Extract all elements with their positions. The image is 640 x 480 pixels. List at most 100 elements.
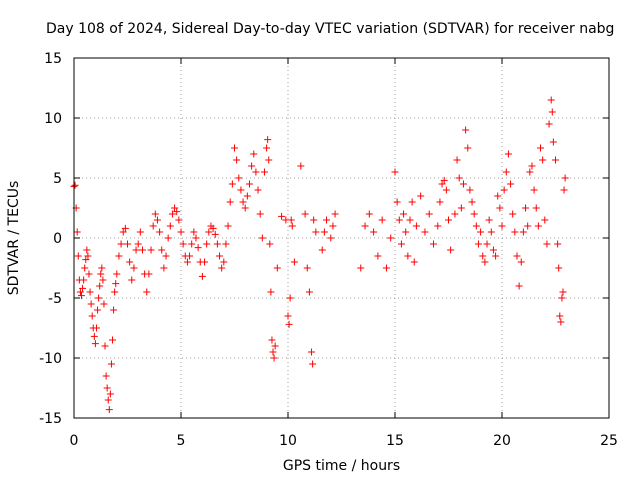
- data-point: [466, 186, 474, 194]
- data-point: [395, 216, 403, 224]
- data-point: [556, 312, 564, 320]
- data-point: [220, 258, 228, 266]
- data-point: [107, 360, 115, 368]
- data-point: [273, 264, 281, 272]
- data-point: [558, 294, 566, 302]
- plot-frame: [73, 57, 610, 419]
- data-point: [489, 246, 497, 254]
- data-point: [224, 222, 232, 230]
- data-point: [425, 210, 433, 218]
- y-tick-label: -15: [39, 411, 62, 427]
- data-point: [260, 168, 268, 176]
- data-point: [266, 240, 274, 248]
- data-point: [233, 156, 241, 164]
- data-point: [83, 246, 91, 254]
- x-axis-title: GPS time / hours: [283, 458, 400, 474]
- x-tick-label: 25: [600, 433, 618, 449]
- data-point: [532, 204, 540, 212]
- data-point: [323, 216, 331, 224]
- data-point: [166, 222, 174, 230]
- data-point: [130, 264, 138, 272]
- x-tick-label: 0: [70, 433, 79, 449]
- data-point: [400, 210, 408, 218]
- data-point: [96, 282, 104, 290]
- data-point: [517, 258, 525, 266]
- data-point: [485, 216, 493, 224]
- data-point: [470, 210, 478, 218]
- data-point: [453, 156, 461, 164]
- data-point: [382, 264, 390, 272]
- data-point: [548, 108, 556, 116]
- data-point: [71, 181, 79, 189]
- data-point: [552, 156, 559, 164]
- data-point: [112, 280, 120, 288]
- data-point: [547, 96, 555, 104]
- data-point: [113, 270, 121, 278]
- data-point: [264, 136, 272, 144]
- data-point: [462, 126, 470, 134]
- data-point: [95, 294, 103, 302]
- data-point: [329, 222, 337, 230]
- data-point: [479, 252, 487, 260]
- data-point: [492, 252, 500, 260]
- data-point: [136, 228, 144, 236]
- data-point: [124, 240, 131, 248]
- data-point: [361, 222, 369, 230]
- data-point: [87, 300, 95, 308]
- data-point: [117, 240, 125, 248]
- data-point: [530, 186, 538, 194]
- data-point: [483, 240, 491, 248]
- data-point: [387, 234, 395, 242]
- data-point: [287, 216, 295, 224]
- data-point: [522, 204, 530, 212]
- data-point: [103, 384, 111, 392]
- data-point: [194, 244, 202, 252]
- data-point: [115, 252, 123, 260]
- data-point: [286, 294, 294, 302]
- data-point: [105, 406, 113, 414]
- data-point: [331, 210, 339, 218]
- data-point: [192, 234, 200, 242]
- data-point: [524, 222, 532, 230]
- points-layer: [70, 96, 569, 414]
- data-point: [256, 210, 264, 218]
- data-point: [303, 264, 311, 272]
- data-point: [216, 252, 224, 260]
- data-point: [132, 246, 140, 254]
- data-point: [408, 198, 416, 206]
- data-point: [188, 240, 196, 248]
- y-tick-label: 15: [44, 51, 62, 67]
- data-point: [284, 312, 292, 320]
- data-point: [412, 222, 420, 230]
- data-point: [370, 228, 378, 236]
- data-point: [79, 284, 87, 292]
- data-point: [494, 192, 502, 200]
- x-tick-label: 10: [279, 433, 297, 449]
- data-point: [327, 234, 335, 242]
- data-point: [98, 264, 106, 272]
- data-point: [308, 348, 316, 356]
- data-point: [269, 348, 277, 356]
- data-point: [92, 324, 100, 332]
- data-point: [534, 222, 542, 230]
- data-point: [97, 270, 105, 278]
- data-point: [320, 228, 328, 236]
- data-point: [177, 228, 185, 236]
- data-point: [186, 252, 194, 260]
- data-point: [183, 258, 191, 266]
- data-point: [76, 288, 84, 296]
- data-point: [519, 228, 527, 236]
- data-point: [496, 204, 504, 212]
- data-point: [168, 210, 176, 218]
- data-point: [90, 332, 98, 340]
- data-point: [468, 198, 476, 206]
- data-point: [241, 204, 249, 212]
- data-point: [561, 174, 569, 182]
- data-point: [397, 240, 405, 248]
- data-point: [151, 210, 159, 218]
- data-point: [472, 222, 480, 230]
- data-point: [109, 336, 117, 344]
- data-point: [288, 222, 296, 230]
- data-point: [111, 288, 119, 296]
- data-point: [528, 162, 536, 170]
